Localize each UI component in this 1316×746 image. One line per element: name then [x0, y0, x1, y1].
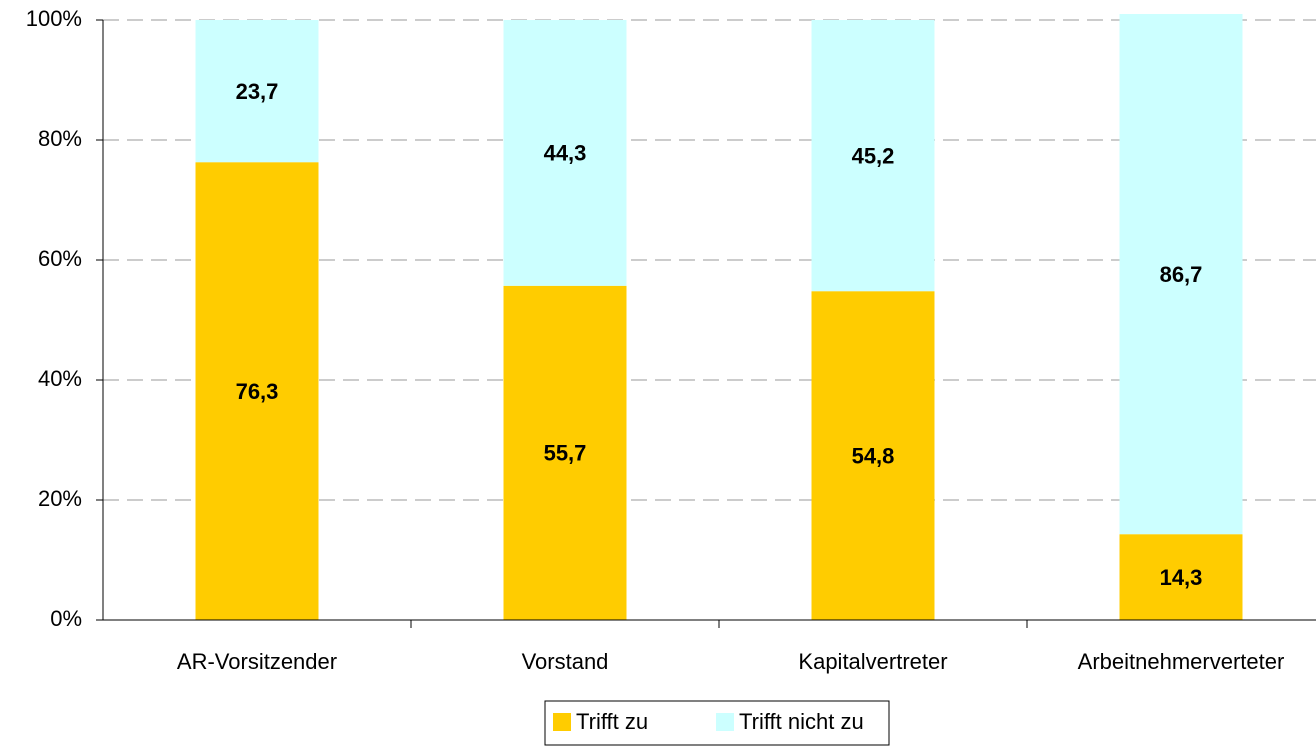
- x-tick-label: AR-Vorsitzender: [177, 649, 337, 674]
- x-tick-label: Vorstand: [522, 649, 609, 674]
- bar-segment: [503, 285, 627, 620]
- y-tick-label: 60%: [38, 246, 82, 271]
- bar-segment: [503, 20, 627, 286]
- y-tick-label: 20%: [38, 486, 82, 511]
- y-tick-label: 0%: [50, 606, 82, 631]
- y-tick-label: 40%: [38, 366, 82, 391]
- legend-label: Trifft zu: [576, 709, 648, 734]
- y-tick-label: 100%: [26, 6, 82, 31]
- bar-segment: [195, 162, 319, 620]
- data-label: 23,7: [236, 79, 279, 104]
- data-label: 55,7: [544, 441, 587, 466]
- bar-segment: [1119, 14, 1243, 535]
- bar-segment: [1119, 534, 1243, 620]
- bar-segment: [811, 20, 935, 292]
- bar-segment: [811, 291, 935, 620]
- bar-segment: [195, 20, 319, 163]
- x-tick-label: Arbeitnehmerverteter: [1078, 649, 1285, 674]
- data-label: 45,2: [852, 143, 895, 168]
- legend-swatch: [553, 713, 571, 731]
- legend-label: Trifft nicht zu: [739, 709, 864, 734]
- data-label: 14,3: [1160, 565, 1203, 590]
- data-label: 44,3: [544, 141, 587, 166]
- x-tick-label: Kapitalvertreter: [798, 649, 947, 674]
- data-label: 76,3: [236, 379, 279, 404]
- data-label: 54,8: [852, 443, 895, 468]
- data-label: 86,7: [1160, 262, 1203, 287]
- legend-swatch: [716, 713, 734, 731]
- y-tick-label: 80%: [38, 126, 82, 151]
